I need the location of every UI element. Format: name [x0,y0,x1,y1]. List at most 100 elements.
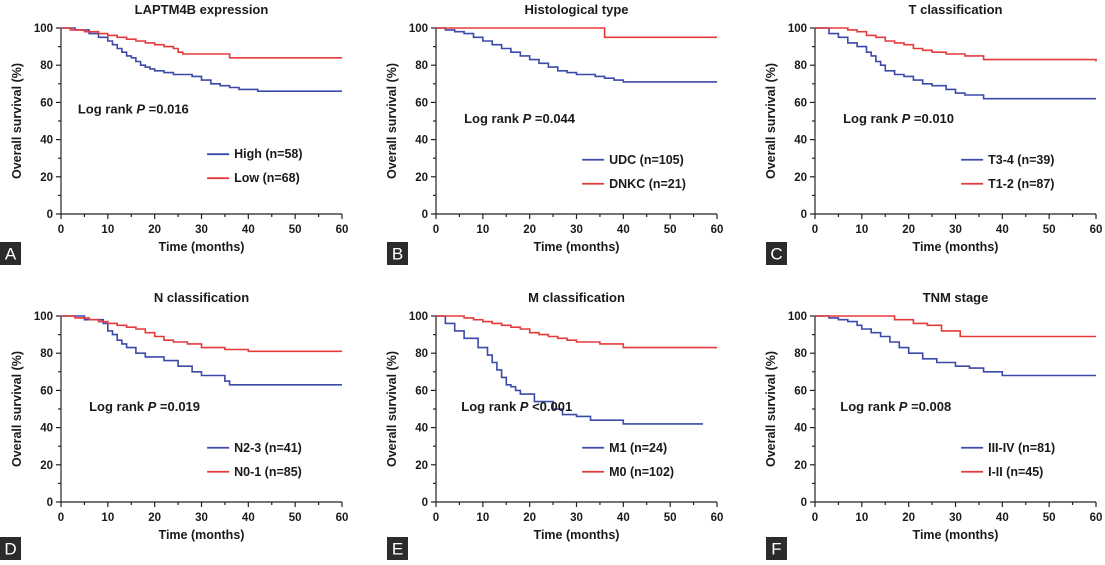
y-tick-label: 100 [34,311,53,323]
panel-letter: B [392,245,403,264]
y-tick-label: 80 [40,60,53,72]
legend-label: I-II (n=45) [988,465,1043,479]
log-rank-prefix: Log rank [461,399,520,414]
km-panel-e: M classification 0 20 40 60 80 100 0 10 20 30 40 50 6… [385,290,723,560]
log-rank-p: P [523,111,532,126]
y-axis-title: Overall survival (%) [10,63,24,179]
y-tick-label: 60 [415,97,428,109]
x-tick-label: 60 [1090,224,1103,236]
log-rank-annotation: Log rank P =0.019 [89,399,200,414]
survival-curve-blue [61,27,342,92]
log-rank-value: =0.044 [531,111,576,126]
y-tick-label: 0 [47,209,53,221]
y-tick-label: 40 [415,423,428,435]
y-tick-label: 80 [40,348,53,360]
panel-letter-box [766,537,787,560]
km-panel-d: N classification 0 20 40 60 80 100 0 10 20 30 40 50 6… [0,290,348,560]
x-tick-label: 30 [195,512,208,524]
legend-label: N0-1 (n=85) [234,465,302,479]
y-tick-label: 80 [794,348,807,360]
x-tick-label: 40 [617,224,630,236]
log-rank-value: =0.019 [156,399,200,414]
panel-letter: C [770,245,782,264]
panel-letter-box [766,242,787,265]
legend-label: DNKC (n=21) [609,177,686,191]
x-tick-label: 0 [58,224,64,236]
log-rank-prefix: Log rank [843,111,902,126]
legend-label: High (n=58) [234,147,302,161]
x-axis-title: Time (months) [913,528,999,542]
y-tick-label: 40 [794,135,807,147]
survival-curve-blue [61,315,342,386]
panel-letter-box [387,242,408,265]
log-rank-p: P [148,399,157,414]
y-tick-label: 80 [415,60,428,72]
panel-letter: F [771,540,781,559]
y-tick-label: 20 [415,172,428,184]
y-tick-label: 0 [801,209,807,221]
x-tick-label: 20 [523,512,536,524]
x-tick-label: 20 [148,224,161,236]
legend-label: III-IV (n=81) [988,441,1055,455]
km-panel-a: LAPTM4B expression 0 20 40 60 80 100 0 10 20 30 40 5… [0,2,348,265]
survival-curve-blue [436,27,717,83]
x-tick-label: 30 [570,512,583,524]
y-tick-label: 20 [40,172,53,184]
legend-label: Low (n=68) [234,171,300,185]
survival-curve-red [436,315,717,349]
legend-label: N2-3 (n=41) [234,441,302,455]
y-tick-label: 40 [40,135,53,147]
legend-label: M1 (n=24) [609,441,667,455]
x-axis-title: Time (months) [159,528,245,542]
log-rank-annotation: Log rank P =0.016 [78,102,189,117]
survival-curve-blue [436,315,703,425]
panel-letter: D [4,540,16,559]
y-tick-label: 100 [409,23,428,35]
x-tick-label: 30 [949,512,962,524]
y-tick-label: 0 [422,497,428,509]
y-axis-title: Overall survival (%) [10,351,24,467]
x-tick-label: 20 [148,512,161,524]
y-tick-label: 20 [794,460,807,472]
survival-curve-red [61,27,342,59]
y-tick-label: 20 [415,460,428,472]
log-rank-prefix: Log rank [464,111,523,126]
panel-title: LAPTM4B expression [135,2,269,17]
y-axis-title: Overall survival (%) [385,351,399,467]
panel-letter: A [5,245,17,264]
x-tick-label: 0 [433,224,439,236]
log-rank-annotation: Log rank P =0.008 [840,399,951,414]
x-tick-label: 50 [289,224,302,236]
x-tick-label: 60 [336,224,349,236]
y-tick-label: 60 [40,97,53,109]
log-rank-p: P [899,399,908,414]
panel-letter-box [387,537,408,560]
log-rank-value: =0.008 [907,399,951,414]
y-tick-label: 60 [40,385,53,397]
log-rank-value: =0.016 [145,102,189,117]
panel-letter-box [0,537,21,560]
x-axis-title: Time (months) [913,240,999,254]
x-tick-label: 30 [195,224,208,236]
y-tick-label: 100 [34,23,53,35]
log-rank-prefix: Log rank [89,399,148,414]
x-tick-label: 60 [336,512,349,524]
log-rank-value: <0.001 [528,399,572,414]
survival-curve-blue [815,27,1096,100]
legend-label: T1-2 (n=87) [988,177,1054,191]
x-axis-title: Time (months) [534,240,620,254]
log-rank-p: P [136,102,145,117]
y-axis-title: Overall survival (%) [764,63,778,179]
log-rank-annotation: Log rank P <0.001 [461,399,572,414]
y-tick-label: 40 [794,423,807,435]
x-tick-label: 40 [242,224,255,236]
y-tick-label: 100 [788,23,807,35]
x-axis-title: Time (months) [534,528,620,542]
x-tick-label: 10 [476,224,489,236]
panel-title: T classification [909,2,1003,17]
legend-label: T3-4 (n=39) [988,153,1054,167]
y-tick-label: 40 [415,135,428,147]
y-tick-label: 0 [47,497,53,509]
